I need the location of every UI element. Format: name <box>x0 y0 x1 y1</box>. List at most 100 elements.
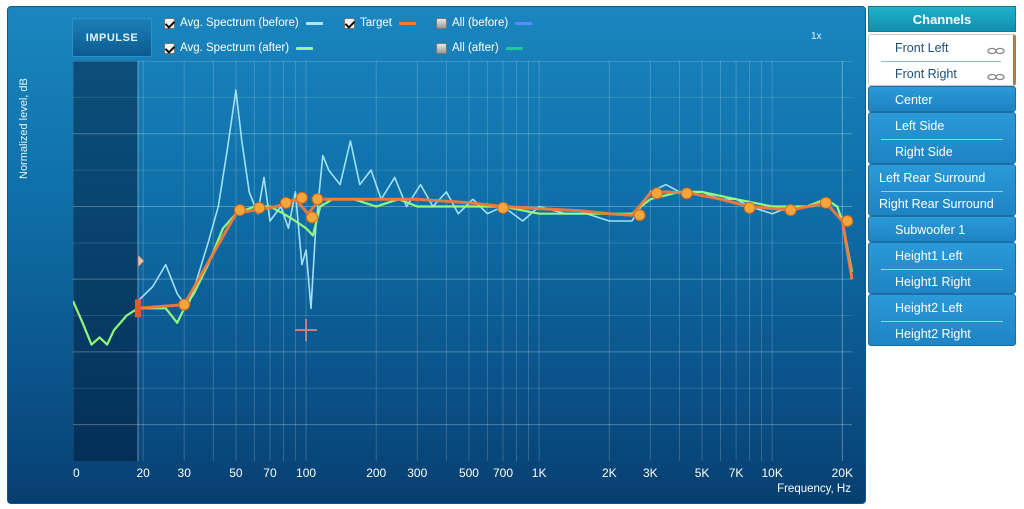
channel-label: Right Side <box>895 145 953 159</box>
target-handle <box>841 215 854 227</box>
legend-all-after[interactable]: All (after) <box>436 42 523 54</box>
channel-item-left-side[interactable]: Left Side <box>869 113 1015 139</box>
x-tick-label: 300 <box>407 466 427 480</box>
x-tick-label: 200 <box>366 466 386 480</box>
target-swatch <box>398 21 416 25</box>
x-tick-label: 70 <box>263 466 277 480</box>
target-handle <box>253 201 266 214</box>
impulse-button[interactable]: IMPULSE <box>72 18 152 57</box>
x-tick-label: 20 <box>136 466 150 480</box>
avg-before-checkbox[interactable] <box>164 17 175 29</box>
legend-all-before[interactable]: All (before) <box>436 17 533 29</box>
x-tick-label: 100 <box>296 466 316 480</box>
legend-avg-before-label: Avg. Spectrum (before) <box>180 17 299 29</box>
channel-label: Center <box>895 93 933 107</box>
target-handle <box>819 196 832 209</box>
channels-header: Channels <box>868 6 1016 32</box>
target-handle <box>279 196 292 209</box>
channel-item-height2-right[interactable]: Height2 Right <box>869 321 1015 347</box>
channel-item-left-rear-surround[interactable]: Left Rear Surround <box>869 165 1015 191</box>
target-handle <box>680 187 693 200</box>
channel-label: Subwoofer 1 <box>895 223 966 237</box>
channel-group[interactable]: Left Rear Surround Right Rear Surround <box>868 164 1016 216</box>
channel-separator <box>881 321 1003 322</box>
channel-item-subwoofer-1[interactable]: Subwoofer 1 <box>869 217 1015 243</box>
cutoff-shade <box>73 61 138 461</box>
target-handle <box>233 204 246 217</box>
x-tick-label: 3K <box>643 466 658 480</box>
channel-item-center[interactable]: Center <box>869 87 1015 113</box>
y-axis-label: Normalized level, dB <box>18 78 30 179</box>
x-tick-label: 7K <box>729 466 744 480</box>
channel-item-height1-left[interactable]: Height1 Left <box>869 243 1015 269</box>
target-handle <box>650 187 663 200</box>
x-tick-label: 1K <box>532 466 547 480</box>
legend-all-after-label: All (after) <box>452 42 499 54</box>
target-handle <box>784 204 797 217</box>
x-tick-label: 5K <box>695 466 710 480</box>
channel-label: Height2 Right <box>895 327 971 341</box>
all-after-checkbox[interactable] <box>436 42 447 54</box>
x-tick-label: 10K <box>762 466 783 480</box>
target-handle <box>305 211 318 224</box>
channel-item-right-side[interactable]: Right Side <box>869 139 1015 165</box>
cutoff-handle <box>134 299 141 318</box>
x-tick-label: 500 <box>459 466 479 480</box>
channel-group[interactable]: Front Left Front Right <box>868 34 1016 86</box>
avg-after-swatch <box>296 46 314 50</box>
channel-label: Height1 Right <box>895 275 971 289</box>
channel-label: Front Left <box>895 41 949 55</box>
channel-item-right-rear-surround[interactable]: Right Rear Surround <box>869 191 1015 217</box>
channel-label: Left Side <box>895 119 945 133</box>
target-handle <box>743 201 756 214</box>
zoom-level[interactable]: 1x <box>811 31 822 42</box>
x-tick-label: 50 <box>229 466 243 480</box>
x-tick-label: 700 <box>493 466 513 480</box>
channel-separator <box>881 139 1003 140</box>
target-handle <box>311 193 324 206</box>
all-before-checkbox[interactable] <box>436 17 447 29</box>
channel-group[interactable]: Left Side Right Side <box>868 112 1016 164</box>
x-tick-label: 30 <box>178 466 192 480</box>
x-axis-unit: Frequency, Hz <box>777 483 851 495</box>
link-icon[interactable] <box>987 70 1005 81</box>
legend-target[interactable]: Target <box>344 17 416 29</box>
graph-panel: IMPULSE Avg. Spectrum (before) Target Al… <box>7 6 866 504</box>
channel-label: Front Right <box>895 67 957 81</box>
channel-item-height2-left[interactable]: Height2 Left <box>869 295 1015 321</box>
x-tick-label: 20K <box>832 466 853 480</box>
avg-before-swatch <box>305 21 323 25</box>
channel-group[interactable]: Center <box>868 86 1016 112</box>
channel-label: Height1 Left <box>895 249 963 263</box>
channel-group[interactable]: Height1 Left Height1 Right <box>868 242 1016 294</box>
channel-item-front-left[interactable]: Front Left <box>869 35 1013 61</box>
channel-item-height1-right[interactable]: Height1 Right <box>869 269 1015 295</box>
legend-avg-after-label: Avg. Spectrum (after) <box>180 42 290 54</box>
channel-separator <box>881 61 1001 62</box>
channel-separator <box>881 269 1003 270</box>
target-handle <box>178 298 191 311</box>
legend-target-label: Target <box>360 17 392 29</box>
x-tick-label: 10 <box>73 466 80 480</box>
target-handle <box>295 191 308 204</box>
plot-area <box>73 61 852 461</box>
channel-item-front-right[interactable]: Front Right <box>869 61 1013 87</box>
frequency-response-chart[interactable]: 20100-10-20-3010203050701002003005007001… <box>73 61 863 491</box>
all-before-swatch <box>515 21 533 25</box>
avg-after-checkbox[interactable] <box>164 42 175 54</box>
legend-avg-after[interactable]: Avg. Spectrum (after) <box>164 42 314 54</box>
legend-avg-before[interactable]: Avg. Spectrum (before) <box>164 17 323 29</box>
link-icon[interactable] <box>987 44 1005 55</box>
target-handle <box>497 201 510 214</box>
legend-all-before-label: All (before) <box>452 17 509 29</box>
target-checkbox[interactable] <box>344 17 355 29</box>
cutoff-arrow-icon <box>137 254 145 268</box>
channel-group[interactable]: Subwoofer 1 <box>868 216 1016 242</box>
channel-label: Height2 Left <box>895 301 963 315</box>
x-tick-label: 2K <box>602 466 617 480</box>
channel-label: Right Rear Surround <box>879 197 994 211</box>
channel-group[interactable]: Height2 Left Height2 Right <box>868 294 1016 346</box>
all-after-swatch <box>505 46 523 50</box>
channel-label: Left Rear Surround <box>879 171 986 185</box>
channel-separator <box>881 191 1003 192</box>
